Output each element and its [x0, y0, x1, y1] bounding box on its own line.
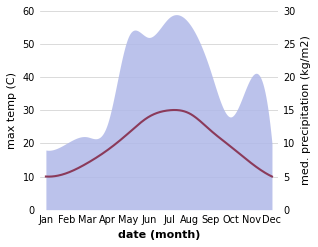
X-axis label: date (month): date (month) [118, 230, 200, 240]
Y-axis label: max temp (C): max temp (C) [7, 72, 17, 149]
Y-axis label: med. precipitation (kg/m2): med. precipitation (kg/m2) [301, 35, 311, 185]
